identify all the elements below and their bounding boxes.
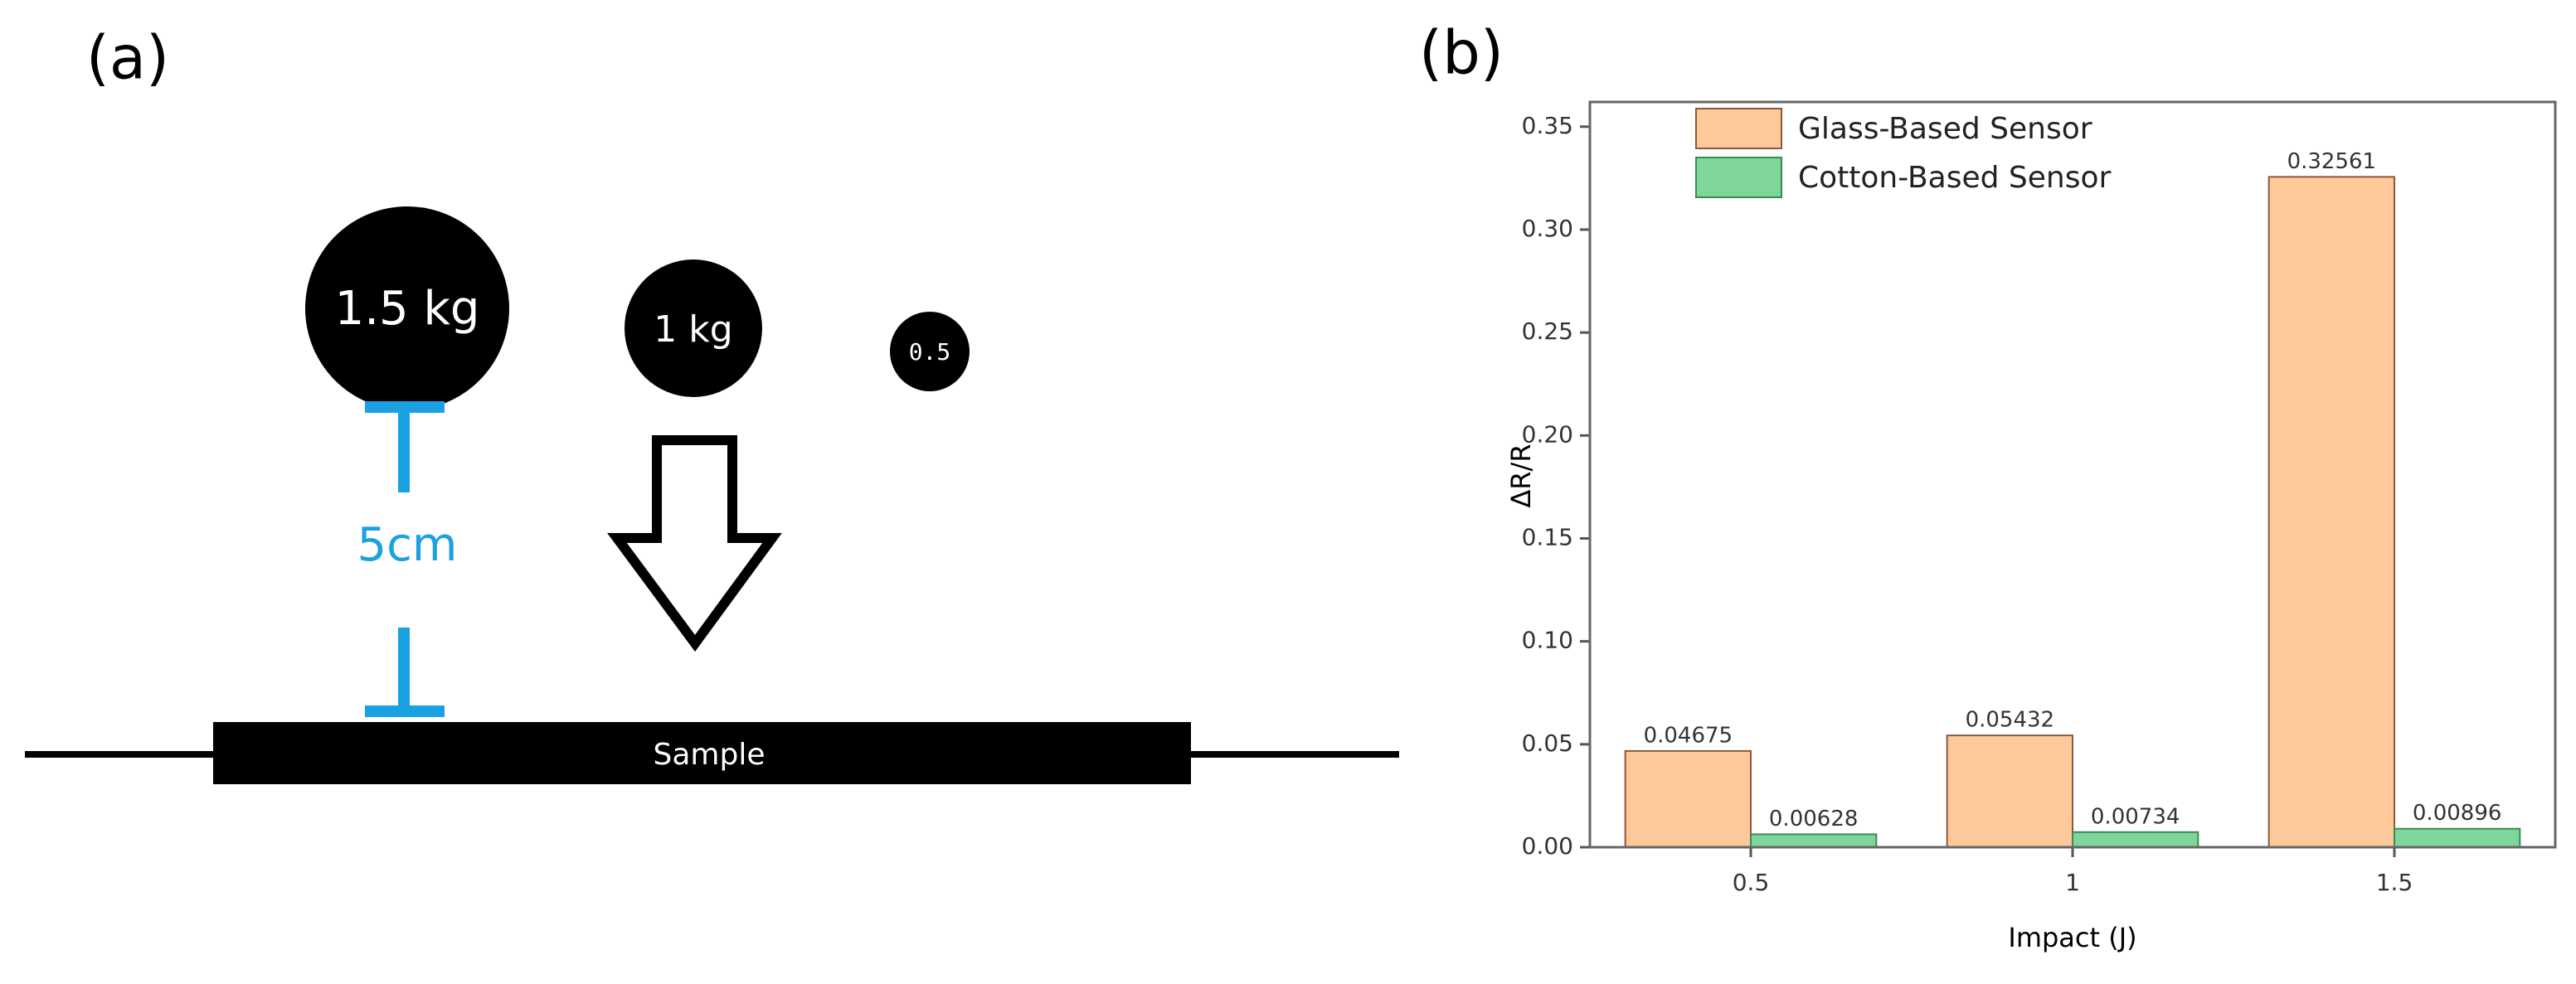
x-axis-label: Impact (J) xyxy=(2008,922,2136,953)
x-tick-label: 1 xyxy=(2065,869,2080,896)
bar xyxy=(2267,176,2395,849)
x-tick-label: 0.5 xyxy=(1733,869,1770,896)
legend-swatch xyxy=(1695,157,1782,198)
y-tick-label: 0.10 xyxy=(1522,627,1573,654)
weight-label: 0.5 xyxy=(909,338,951,366)
bar xyxy=(1750,833,1878,849)
y-tick-label: 0.05 xyxy=(1522,730,1573,757)
weight xyxy=(305,206,509,410)
legend-swatch xyxy=(1695,108,1782,149)
weight xyxy=(625,259,762,397)
value-label: 0.00628 xyxy=(1769,807,1859,831)
y-tick-label: 0.00 xyxy=(1522,832,1573,860)
bar xyxy=(2072,831,2199,849)
y-tick-label: 0.35 xyxy=(1522,112,1573,139)
weight-label: 1.5 kg xyxy=(335,282,480,336)
value-label: 0.00734 xyxy=(2091,804,2180,829)
legend-label: Glass-Based Sensor xyxy=(1798,112,2092,146)
legend-label: Cotton-Based Sensor xyxy=(1798,161,2111,195)
plot-frame xyxy=(1588,100,2557,849)
y-tick-label: 0.25 xyxy=(1522,317,1573,345)
height-marker xyxy=(365,401,445,717)
y-tick-label: 0.20 xyxy=(1522,420,1573,448)
weight xyxy=(890,312,970,391)
weight-label: 1 kg xyxy=(654,308,732,351)
bar xyxy=(1946,734,2073,849)
height-label: 5cm xyxy=(357,518,458,572)
panel-label: (b) xyxy=(1419,18,1504,88)
y-axis-label: ΔR/R xyxy=(1505,444,1537,507)
bar xyxy=(1624,749,1752,848)
sample-bar xyxy=(213,722,1191,784)
value-label: 0.32561 xyxy=(2287,149,2377,174)
bar xyxy=(2394,827,2521,849)
y-tick-label: 0.30 xyxy=(1522,215,1573,242)
drop-arrow xyxy=(607,435,782,652)
sample-label: Sample xyxy=(654,738,766,772)
panel-label: (a) xyxy=(86,23,169,93)
y-tick-label: 0.15 xyxy=(1522,523,1573,550)
x-tick-label: 1.5 xyxy=(2376,869,2413,896)
value-label: 0.00896 xyxy=(2413,801,2502,826)
value-label: 0.05432 xyxy=(1966,708,2055,733)
value-label: 0.04675 xyxy=(1644,723,1733,748)
